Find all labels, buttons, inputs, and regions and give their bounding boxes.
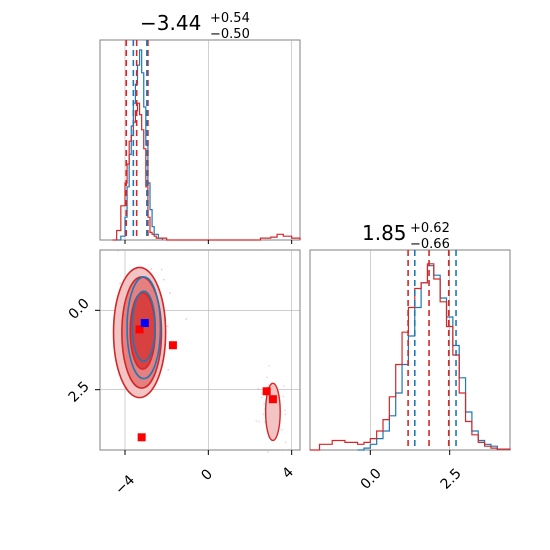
blue-square-marker [140,319,149,328]
title-minus-param-1: −0.50 [210,27,250,42]
param-1-blue-histogram [116,49,164,241]
joint-x-tick-label: −4 [112,472,138,498]
title-plus-param-2: +0.62 [410,221,450,236]
grid-lines [100,40,450,450]
scatter-point [119,282,121,285]
blue-contour [131,290,157,362]
param-1-red-histogram [112,102,301,241]
scatter-point [282,385,285,388]
scatter-point [257,387,260,390]
scatter-point [134,239,137,241]
scatter-point [267,383,270,386]
scatter-point [160,268,163,271]
title-value-param-1: −3.44 [140,11,201,35]
scatter-point [268,365,270,367]
scatter-point [284,441,287,444]
joint-x-tick-labels: −4 0 4 [112,464,297,498]
bottom-right-panel-frame [309,249,511,451]
scatter-point [281,428,283,431]
red-square-marker [268,395,277,404]
joint-y-tick-label: 0.0 [66,296,93,323]
top-left-title: −3.44 +0.54 −0.50 [140,11,250,42]
right-x-tick-label: 2.5 [438,466,465,493]
scatter-point [284,449,287,452]
param-2-blue-histogram [357,265,498,451]
red-square-marker [262,387,271,396]
scatter-point [117,249,119,252]
scatter-point [168,292,171,294]
red-square-marker [137,433,146,442]
title-minus-param-2: −0.66 [410,237,450,252]
scatter-point [185,318,188,320]
bottom-right-title: 1.85 +0.62 −0.66 [362,221,450,252]
scatter-point [282,395,285,398]
scatter-point [255,420,258,422]
top-left-panel-frame [99,39,301,241]
scatter-point [260,392,263,395]
right-x-tick-labels: 0.0 2.5 [358,466,465,493]
scatter-point [162,278,165,281]
chart-marks [95,40,511,455]
joint-panel-frame [99,249,301,451]
scatter-point [150,267,153,270]
joint-y-tick-label: 2.5 [66,379,93,406]
red-square-marker [135,325,144,334]
scatter-point [260,396,263,399]
scatter-point [267,450,269,453]
title-plus-param-1: +0.54 [210,11,250,26]
scatter-point [166,325,169,328]
blue-contour [126,276,162,380]
scatter-point [266,376,268,379]
title-value-param-2: 1.85 [362,221,407,245]
joint-x-tick-label: 4 [279,464,297,482]
right-x-tick-label: 0.0 [358,466,385,493]
joint-y-tick-labels: 0.0 2.5 [66,296,93,406]
scatter-point [167,368,170,371]
param-2-red-histogram [310,263,511,451]
joint-x-tick-label: 0 [198,466,216,484]
red-square-marker [168,341,177,350]
scatter-point [263,402,266,405]
scatter-point [258,420,261,423]
scatter-point [262,413,265,416]
scatter-point [284,413,287,416]
scatter-point [283,409,286,412]
